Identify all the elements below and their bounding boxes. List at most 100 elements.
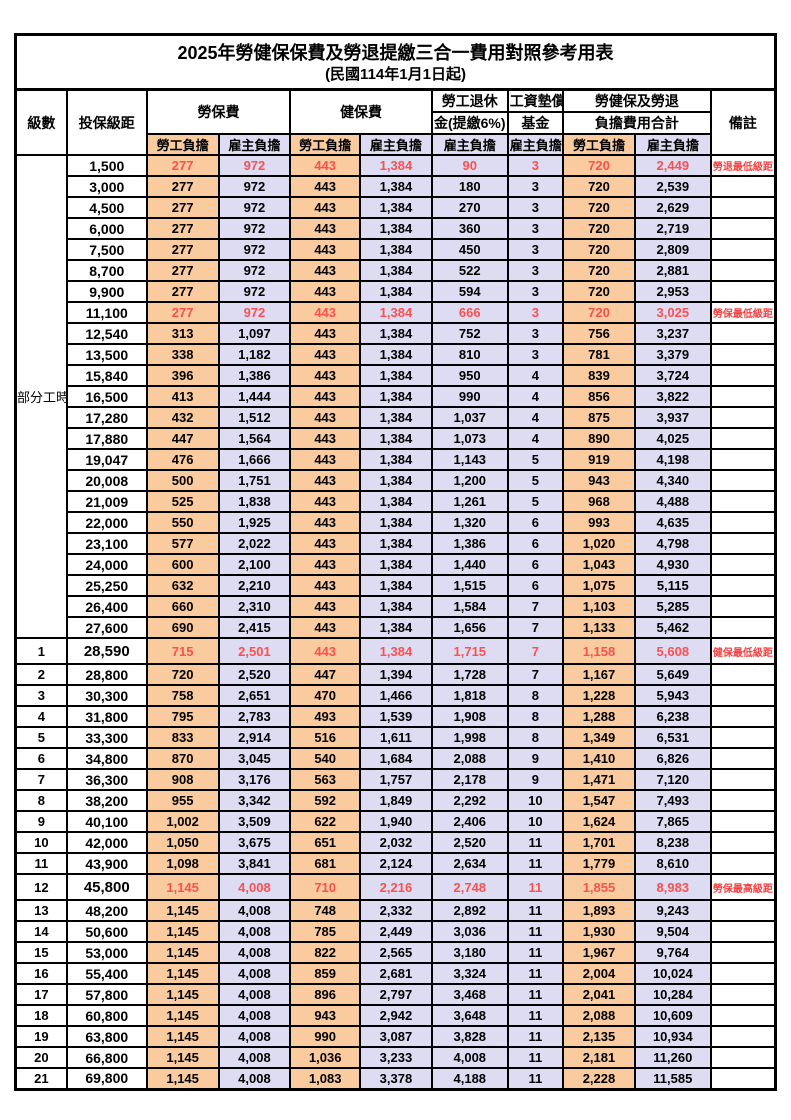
cell-total-employer: 4,198 [633,448,712,471]
cell-remark [709,385,777,408]
cell-labor-employer: 2,783 [217,705,292,728]
cell-total-employer: 6,238 [633,705,712,728]
cell-labor-employer: 4,008 [217,1067,292,1090]
cell-remark [709,663,777,686]
cell-pension-employer: 1,818 [430,684,509,707]
cell-total-employer: 2,539 [633,175,712,198]
cell-labor-employee: 277 [145,259,220,282]
cell-total-employer: 4,930 [633,553,712,576]
cell-labor-employee: 1,145 [145,899,220,922]
cell-labor-employee: 758 [145,684,220,707]
col-header-total-line2: 負擔費用合計 [562,111,712,135]
cell-total-employee: 2,004 [562,962,636,985]
cell-pension-employer: 2,292 [430,789,509,812]
cell-total-employee: 720 [562,280,636,303]
cell-labor-employer: 3,176 [217,768,292,791]
cell-pension-employer: 450 [430,238,509,261]
cell-pension-employer: 3,036 [430,920,509,943]
cell-labor-employer: 4,008 [217,899,292,922]
cell-pension-employer: 1,656 [430,616,509,639]
cell-health-employer: 1,384 [359,574,433,597]
cell-total-employer: 5,285 [633,595,712,618]
cell-bracket: 69,800 [65,1067,148,1090]
cell-labor-employer: 2,100 [217,553,292,576]
cell-health-employer: 1,384 [359,322,433,345]
cell-pension-employer: 3,648 [430,1004,509,1027]
cell-total-employee: 1,855 [562,873,636,901]
cell-health-employee: 943 [289,1004,362,1027]
cell-labor-employer: 2,914 [217,726,292,749]
cell-total-employer: 2,953 [633,280,712,303]
cell-bracket: 3,000 [65,175,148,198]
cell-fund-employer: 4 [506,385,565,408]
table-row: 1 28,590 715 2,501 443 1,384 1,715 7 1,158 5,608 健… [14,637,777,665]
col-header-wage-fund-line1: 工資墊償 [506,88,565,113]
table-row: 部分工時 1,500 277 972 443 1,384 90 3 720 2,449 勞退最低級距 [14,154,777,639]
col-header-pension-line2: 金(提繳6%) [430,111,509,135]
cell-bracket: 4,500 [65,196,148,219]
cell-bracket: 60,800 [65,1004,148,1027]
cell-total-employee: 1,133 [562,616,636,639]
cell-labor-employee: 833 [145,726,220,749]
cell-total-employee: 1,103 [562,595,636,618]
col-header-wage-fund-line2: 基金 [506,111,565,135]
cell-pension-employer: 990 [430,385,509,408]
cell-total-employee: 781 [562,343,636,366]
cell-total-employee: 2,041 [562,983,636,1006]
cell-total-employer: 11,585 [633,1067,712,1090]
page-title: 2025年勞健保保費及勞退提繳三合一費用對照參考用表 [177,42,614,63]
cell-labor-employer: 2,520 [217,663,292,686]
table-row: 15 53,000 1,145 4,008 822 2,565 3,180 11 1,967 9,… [14,941,777,964]
table-row: 17,880 447 1,564 443 1,384 1,073 4 890 4,025 [16,427,777,450]
cell-remark [709,364,777,387]
cell-bracket: 53,000 [65,941,148,964]
cell-fund-employer: 10 [506,810,565,833]
cell-pension-employer: 1,715 [430,637,509,665]
cell-health-employee: 443 [289,217,362,240]
table-row: 19,047 476 1,666 443 1,384 1,143 5 919 4,198 [16,448,777,471]
cell-total-employee: 1,167 [562,663,636,686]
cell-health-employer: 1,384 [359,595,433,618]
cell-bracket: 24,000 [65,553,148,576]
cell-health-employee: 563 [289,768,362,791]
cell-bracket: 63,800 [65,1025,148,1048]
cell-labor-employee: 313 [145,322,220,345]
cell-health-employee: 443 [289,406,362,429]
cell-health-employee: 447 [289,663,362,686]
cell-total-employer: 7,493 [633,789,712,812]
cell-total-employee: 968 [562,490,636,513]
cell-fund-employer: 5 [506,490,565,513]
cell-fund-employer: 8 [506,684,565,707]
cell-pension-employer: 3,324 [430,962,509,985]
cell-remark [709,962,777,985]
subheader-total-employee: 勞工負擔 [562,133,636,156]
table-row: 11 43,900 1,098 3,841 681 2,124 2,634 11 1,779 8,… [14,852,777,875]
cell-health-employee: 443 [289,385,362,408]
cell-total-employer: 9,764 [633,941,712,964]
cell-health-employer: 1,384 [359,637,433,665]
cell-remark [709,810,777,833]
cell-labor-employee: 660 [145,595,220,618]
cell-bracket: 43,900 [65,852,148,875]
cell-fund-employer: 8 [506,705,565,728]
premium-table: 2025年勞健保保費及勞退提繳三合一費用對照參考用表 (民國114年1月1日起)… [14,33,777,1091]
cell-health-employee: 443 [289,343,362,366]
cell-remark [709,574,777,597]
table-row: 22,000 550 1,925 443 1,384 1,320 6 993 4,635 [16,511,777,534]
cell-health-employee: 540 [289,747,362,770]
cell-remark [709,1046,777,1069]
cell-health-employer: 1,384 [359,154,433,177]
cell-total-employee: 1,701 [562,831,636,854]
subheader-pension-employer: 雇主負擔 [430,133,509,156]
cell-labor-employer: 4,008 [217,920,292,943]
table-row: 7 36,300 908 3,176 563 1,757 2,178 9 1,471 7,120 [14,768,777,791]
cell-pension-employer: 2,520 [430,831,509,854]
cell-total-employer: 10,024 [633,962,712,985]
cell-total-employee: 720 [562,238,636,261]
cell-level: 13 [14,899,68,922]
cell-total-employer: 8,610 [633,852,712,875]
cell-labor-employee: 1,145 [145,983,220,1006]
table-row: 7,500 277 972 443 1,384 450 3 720 2,809 [16,238,777,261]
cell-remark [709,217,777,240]
cell-remark [709,616,777,639]
